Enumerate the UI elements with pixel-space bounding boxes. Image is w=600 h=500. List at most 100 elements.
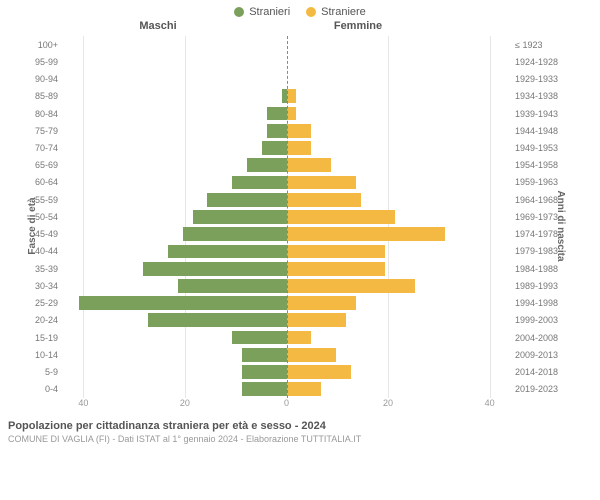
bar-female <box>287 176 356 190</box>
bar-male <box>267 124 287 138</box>
birth-year-label: 1959-1963 <box>509 177 600 187</box>
birth-year-label: 1989-1993 <box>509 281 600 291</box>
age-row: 15-192004-2008 <box>0 329 600 346</box>
bar-male <box>178 279 287 293</box>
age-label: 20-24 <box>0 315 64 325</box>
bar-female <box>287 313 346 327</box>
birth-year-label: 1994-1998 <box>509 298 600 308</box>
age-row: 45-49 1974-1978 <box>0 226 600 243</box>
birth-year-label: 1999-2003 <box>509 315 600 325</box>
age-row: 70-741949-1953 <box>0 139 600 156</box>
swatch-female-icon <box>306 7 316 17</box>
age-row: 80-841939-1943 <box>0 105 600 122</box>
age-label: 75-79 <box>0 126 64 136</box>
bar-female <box>287 365 351 379</box>
age-label: 70-74 <box>0 143 64 153</box>
chart-footer: Popolazione per cittadinanza straniera p… <box>0 416 600 444</box>
legend-male-label: Stranieri <box>249 6 290 18</box>
birth-year-label: 2009-2013 <box>509 350 600 360</box>
bar-female <box>287 107 297 121</box>
age-label: 0-4 <box>0 384 64 394</box>
age-label: 80-84 <box>0 109 64 119</box>
age-row: 5-9 2014-2018 <box>0 363 600 380</box>
bar-female <box>287 245 386 259</box>
bar-male <box>242 382 287 396</box>
bar-female <box>287 158 332 172</box>
age-label: 40-44 <box>0 246 64 256</box>
age-label: 65-69 <box>0 160 64 170</box>
x-tick: 20 <box>383 398 393 408</box>
age-row: 35-39 1984-1988 <box>0 260 600 277</box>
birth-year-label: 1954-1958 <box>509 160 600 170</box>
birth-year-label: 1929-1933 <box>509 74 600 84</box>
age-label: 95-99 <box>0 57 64 67</box>
chart-rows: 100+ ≤ 1923 95-99 1924-1928 90-94 1929-1933 85… <box>0 36 600 398</box>
chart-container: Stranieri Straniere Maschi Femmine Fasce… <box>0 0 600 500</box>
age-label: 5-9 <box>0 367 64 377</box>
birth-year-label: 1924-1928 <box>509 57 600 67</box>
birth-year-label: 1984-1988 <box>509 264 600 274</box>
age-label: 45-49 <box>0 229 64 239</box>
swatch-male-icon <box>234 7 244 17</box>
birth-year-label: ≤ 1923 <box>509 40 600 50</box>
header-female: Femmine <box>258 20 458 32</box>
bar-female <box>287 89 297 103</box>
legend-female: Straniere <box>306 6 366 18</box>
bar-male <box>232 331 286 345</box>
bar-male <box>79 296 287 310</box>
age-row: 10-142009-2013 <box>0 346 600 363</box>
x-tick: 40 <box>485 398 495 408</box>
bar-female <box>287 331 312 345</box>
age-label: 100+ <box>0 40 64 50</box>
age-row: 95-99 1924-1928 <box>0 53 600 70</box>
x-axis: 402002040 <box>58 398 515 416</box>
age-row: 25-29 1994-1998 <box>0 295 600 312</box>
bar-female <box>287 141 312 155</box>
bar-male <box>267 107 287 121</box>
age-label: 15-19 <box>0 333 64 343</box>
age-label: 60-64 <box>0 177 64 187</box>
column-headers: Maschi Femmine <box>0 20 600 32</box>
birth-year-label: 1974-1978 <box>509 229 600 239</box>
age-label: 30-34 <box>0 281 64 291</box>
bar-male <box>232 176 286 190</box>
chart-area: Fasce di età Anni di nascita 100+≤ 19239… <box>0 36 600 416</box>
age-row: 85-891934-1938 <box>0 88 600 105</box>
age-label: 50-54 <box>0 212 64 222</box>
bar-female <box>287 382 322 396</box>
chart-title: Popolazione per cittadinanza straniera p… <box>8 420 592 432</box>
bar-female <box>287 227 445 241</box>
age-row: 60-64 1959-1963 <box>0 174 600 191</box>
bar-female <box>287 279 416 293</box>
bar-female <box>287 124 312 138</box>
bar-female <box>287 193 361 207</box>
age-row: 100+ ≤ 1923 <box>0 36 600 53</box>
age-row: 0-4 2019-2023 <box>0 381 600 398</box>
age-row: 20-24 1999-2003 <box>0 312 600 329</box>
bar-male <box>242 348 287 362</box>
age-label: 25-29 <box>0 298 64 308</box>
age-label: 90-94 <box>0 74 64 84</box>
x-tick: 40 <box>78 398 88 408</box>
bar-female <box>287 296 356 310</box>
age-row: 55-59 1964-1968 <box>0 191 600 208</box>
age-row: 65-69 1954-1958 <box>0 157 600 174</box>
bar-male <box>247 158 287 172</box>
legend-female-label: Straniere <box>321 6 366 18</box>
bar-male <box>168 245 287 259</box>
age-label: 35-39 <box>0 264 64 274</box>
bar-male <box>148 313 286 327</box>
age-row: 40-44 1979-1983 <box>0 243 600 260</box>
birth-year-label: 2014-2018 <box>509 367 600 377</box>
birth-year-label: 1964-1968 <box>509 195 600 205</box>
birth-year-label: 1944-1948 <box>509 126 600 136</box>
birth-year-label: 2019-2023 <box>509 384 600 394</box>
birth-year-label: 1979-1983 <box>509 246 600 256</box>
header-male: Maschi <box>58 20 258 32</box>
age-label: 55-59 <box>0 195 64 205</box>
bar-male <box>193 210 287 224</box>
bar-male <box>183 227 287 241</box>
legend: Stranieri Straniere <box>0 0 600 18</box>
legend-male: Stranieri <box>234 6 290 18</box>
bar-male <box>207 193 286 207</box>
